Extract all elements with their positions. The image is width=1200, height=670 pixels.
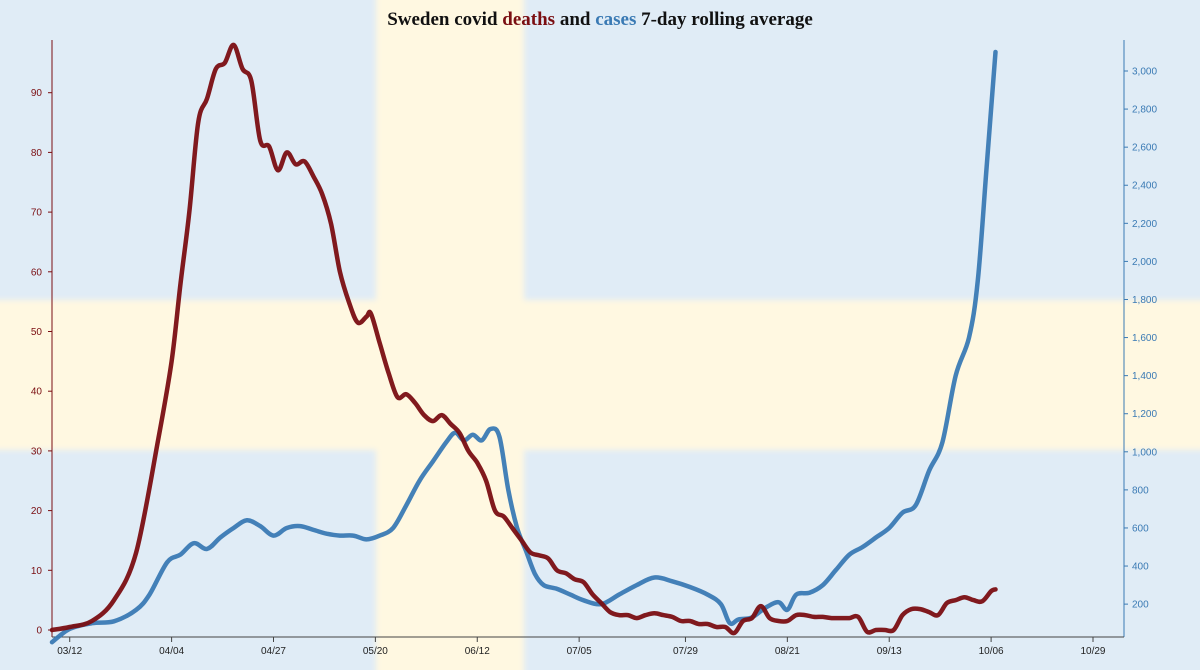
left-tick-label: 50 (31, 327, 43, 338)
right-tick-label: 600 (1132, 523, 1149, 534)
flag-cross-horizontal (0, 300, 1200, 450)
title-prefix: Sweden covid (387, 9, 502, 30)
x-tick-label: 04/27 (261, 646, 286, 657)
right-tick-label: 2,400 (1132, 181, 1157, 192)
x-tick-label: 07/05 (567, 646, 592, 657)
left-tick-label: 70 (31, 208, 43, 219)
series-layer (49, 42, 998, 645)
x-axis: 03/12 04/04 04/27 05/20 06/12 07/05 07/29 08/21… (52, 636, 1124, 657)
left-tick-label: 40 (31, 387, 43, 398)
left-tick-label: 20 (31, 506, 43, 517)
right-tick-label: 2,000 (1132, 257, 1157, 268)
right-tick-label: 2,800 (1132, 105, 1157, 116)
x-tick-label: 10/06 (979, 646, 1004, 657)
left-tick-label: 30 (31, 446, 43, 457)
right-tick-label: 400 (1132, 562, 1149, 573)
svg-text:Sweden covid deaths and cases: Sweden covid deaths and cases 7-day roll… (387, 9, 813, 30)
right-axis: 200 400 600 800 1,000 1,200 1,400 1,600 1,800 2,0… (1123, 40, 1157, 637)
x-tick-label: 03/12 (57, 646, 82, 657)
right-tick-label: 1,000 (1132, 447, 1157, 458)
x-tick-label: 04/04 (159, 646, 184, 657)
right-tick-label: 2,200 (1132, 219, 1157, 230)
title-suffix: 7-day rolling average (636, 9, 812, 30)
chart-title: Sweden covid deaths and cases 7-day roll… (387, 9, 813, 30)
right-tick-label: 1,600 (1132, 333, 1157, 344)
left-tick-label: 60 (31, 267, 43, 278)
left-tick-label: 80 (31, 148, 43, 159)
x-tick-label: 09/13 (877, 646, 902, 657)
left-tick-label: 90 (31, 88, 43, 99)
x-tick-label: 08/21 (775, 646, 800, 657)
right-tick-label: 1,800 (1132, 295, 1157, 306)
right-tick-label: 3,000 (1132, 67, 1157, 78)
right-tick-label: 800 (1132, 485, 1149, 496)
title-and: and (555, 9, 595, 30)
x-tick-label: 05/20 (363, 646, 388, 657)
right-tick-label: 1,200 (1132, 409, 1157, 420)
title-cases: cases (595, 9, 636, 30)
x-tick-label: 07/29 (673, 646, 698, 657)
left-tick-label: 0 (36, 626, 42, 637)
deaths-series-line (49, 42, 998, 636)
x-tick-label: 10/29 (1080, 646, 1105, 657)
right-tick-label: 200 (1132, 600, 1149, 611)
title-deaths: deaths (502, 9, 555, 30)
left-axis: 0 10 20 30 40 50 60 70 80 90 (31, 40, 53, 637)
cases-series-line (49, 49, 998, 645)
right-tick-label: 2,600 (1132, 143, 1157, 154)
right-tick-label: 1,400 (1132, 371, 1157, 382)
left-tick-label: 10 (31, 566, 43, 577)
x-tick-label: 06/12 (465, 646, 490, 657)
